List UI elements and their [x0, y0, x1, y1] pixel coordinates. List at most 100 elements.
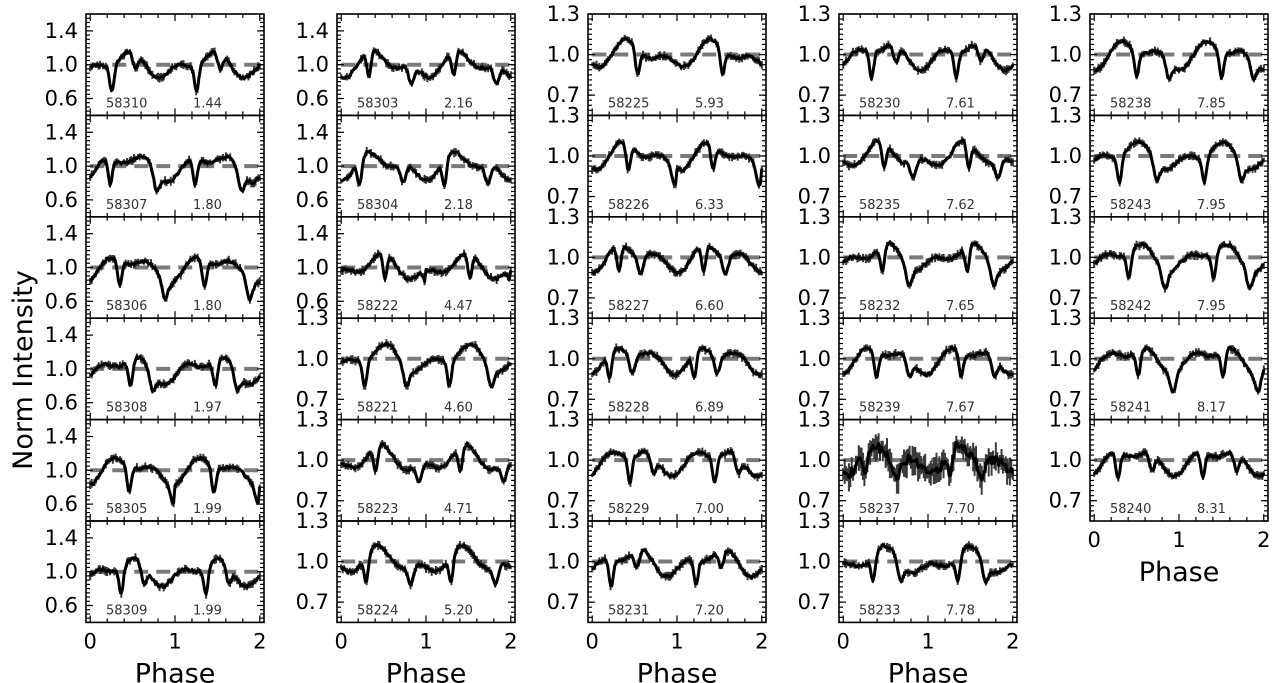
error-bars	[842, 136, 1014, 182]
panel-value-label: 7.95	[1197, 198, 1226, 213]
y-tick-label: 1.4	[45, 323, 78, 347]
panel-value-label: 6.89	[695, 401, 724, 416]
panel-mjd-label: 58222	[357, 299, 398, 314]
y-tick-label: 1.0	[296, 550, 329, 574]
y-tick-label: 1.4	[45, 120, 78, 144]
panel-58310: 0.6 1.0 1.4 58310 1.44	[45, 13, 265, 117]
panel-58241: 0.7 1.0 1.3 58241 8.17	[1049, 306, 1269, 421]
profile-curve	[842, 43, 1015, 81]
profile-curve	[340, 442, 512, 484]
y-tick-label: 0.7	[1049, 387, 1082, 411]
y-tick-label: 0.7	[296, 590, 329, 614]
y-tick-label: 1.0	[45, 53, 78, 77]
profile-curve	[89, 255, 261, 302]
x-tick-label: 2	[504, 629, 517, 653]
panel-58228: 0.7 1.0 1.3 58228 6.89	[547, 306, 767, 421]
x-tick-label: 0	[586, 629, 599, 653]
panel-58303: 0.6 1.0 1.4 58303 2.16	[296, 13, 516, 117]
panel-58232: 0.7 1.0 1.3 58232 7.65	[798, 205, 1018, 320]
y-tick-label: 1.3	[798, 103, 831, 127]
profile-curve	[591, 548, 763, 588]
panel-58230: 0.7 1.0 1.3 58230 7.61	[798, 2, 1018, 117]
x-tick-label: 2	[755, 629, 768, 653]
y-tick-label: 1.3	[547, 2, 580, 26]
profile-curve	[591, 140, 764, 188]
panel-mjd-label: 58239	[859, 401, 900, 416]
panel-value-label: 7.62	[946, 198, 975, 213]
panel-mjd-label: 58305	[106, 502, 147, 517]
y-tick-label: 1.3	[1049, 2, 1082, 26]
y-tick-label: 0.7	[798, 489, 831, 513]
panel-mjd-label: 58233	[859, 603, 900, 618]
y-tick-label: 1.3	[547, 103, 580, 127]
y-tick-label: 1.0	[1049, 245, 1082, 269]
error-bars	[89, 152, 261, 195]
panel-value-label: 7.70	[946, 502, 975, 517]
y-tick-label: 0.6	[45, 594, 78, 618]
y-tick-label: 1.0	[45, 256, 78, 280]
panel-mjd-label: 58227	[608, 299, 649, 314]
panel-value-label: 7.95	[1197, 299, 1226, 314]
profile-curve	[591, 244, 764, 276]
x-axis-label: Phase	[386, 658, 467, 683]
x-tick-label: 2	[1257, 528, 1270, 552]
y-tick-label: 0.7	[547, 590, 580, 614]
panel-mjd-label: 58225	[608, 96, 649, 111]
y-tick-label: 1.0	[547, 43, 580, 67]
profile-curve	[340, 341, 511, 388]
y-tick-label: 1.3	[798, 408, 831, 432]
y-tick-label: 1.4	[296, 120, 329, 144]
profile-curve	[89, 355, 262, 393]
profile-curve	[591, 346, 763, 380]
panel-value-label: 1.99	[193, 603, 222, 618]
panel-58222: 0.6 1.0 1.4 58222 4.47	[296, 216, 516, 320]
y-tick-label: 1.0	[296, 347, 329, 371]
profile-curve	[88, 154, 260, 193]
panel-value-label: 4.60	[444, 401, 473, 416]
panel-mjd-label: 58228	[608, 401, 649, 416]
y-tick-label: 1.3	[296, 408, 329, 432]
y-tick-label: 0.6	[45, 492, 78, 516]
y-tick-label: 1.0	[798, 43, 831, 67]
panel-mjd-label: 58243	[1110, 198, 1151, 213]
y-tick-label: 1.0	[296, 448, 329, 472]
panel-value-label: 7.00	[695, 502, 724, 517]
panel-58304: 0.6 1.0 1.4 58304 2.18	[296, 114, 516, 218]
y-tick-label: 0.7	[1049, 185, 1082, 209]
panel-mjd-label: 58242	[1110, 299, 1151, 314]
panel-value-label: 5.20	[444, 603, 473, 618]
y-tick-label: 1.3	[1049, 408, 1082, 432]
y-tick-label: 0.6	[296, 87, 329, 111]
profile-curve	[340, 149, 512, 188]
y-tick-label: 0.7	[296, 387, 329, 411]
x-tick-label: 1	[168, 629, 181, 653]
y-tick-label: 1.4	[296, 19, 329, 43]
x-tick-label: 0	[837, 629, 850, 653]
profile-curve	[1093, 139, 1265, 185]
x-tick-label: 1	[670, 629, 683, 653]
panel-mjd-label: 58238	[1110, 96, 1151, 111]
y-tick-label: 1.3	[547, 205, 580, 229]
panel-58306: 0.6 1.0 1.4 58306 1.80	[45, 216, 265, 320]
panel-mjd-label: 58229	[608, 502, 649, 517]
y-tick-label: 0.7	[1049, 83, 1082, 107]
panel-mjd-label: 58221	[357, 401, 398, 416]
y-tick-label: 1.0	[1049, 43, 1082, 67]
error-bars	[340, 440, 512, 485]
y-tick-label: 0.6	[296, 289, 329, 313]
y-tick-label: 1.0	[1049, 347, 1082, 371]
panel-mjd-label: 58241	[1110, 401, 1151, 416]
panel-value-label: 1.44	[193, 96, 222, 111]
panel-58235: 0.7 1.0 1.3 58235 7.62	[798, 103, 1018, 218]
y-tick-label: 0.6	[45, 289, 78, 313]
y-tick-label: 1.3	[798, 2, 831, 26]
y-tick-label: 1.4	[45, 222, 78, 246]
profile-curve	[842, 345, 1013, 379]
profile-curve	[841, 241, 1014, 288]
y-tick-label: 1.0	[1049, 144, 1082, 168]
x-tick-label: 1	[1172, 528, 1185, 552]
panel-mjd-label: 58308	[106, 401, 147, 416]
panel-mjd-label: 58232	[859, 299, 900, 314]
profile-curve	[1093, 242, 1265, 291]
x-tick-label: 0	[1088, 528, 1101, 552]
